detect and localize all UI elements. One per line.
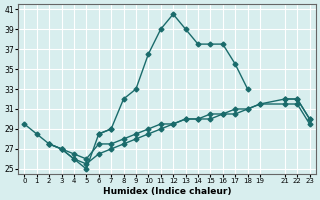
- X-axis label: Humidex (Indice chaleur): Humidex (Indice chaleur): [103, 187, 231, 196]
